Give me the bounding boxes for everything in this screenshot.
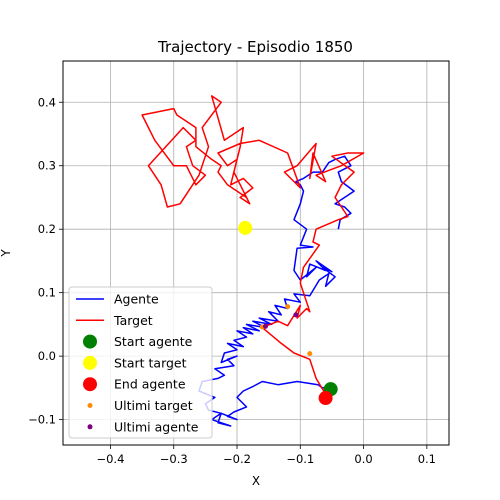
x-tick-label: 0.1 — [418, 452, 436, 466]
x-tick-label: −0.1 — [286, 452, 314, 466]
ultimi-target-point — [307, 351, 313, 357]
end-agente-marker — [318, 391, 333, 406]
ultimi-agente-point — [293, 312, 299, 318]
x-tick-label: −0.3 — [160, 452, 188, 466]
start-target-marker — [238, 220, 253, 235]
legend-end-agente-label: End agente — [114, 377, 186, 392]
plot-frame — [62, 60, 450, 446]
y-tick-label: 0.2 — [38, 222, 56, 236]
y-tick-label: 0.3 — [38, 159, 56, 173]
legend-ultimi-agente-swatch — [87, 424, 93, 430]
y-tick-label: 0.4 — [38, 95, 56, 109]
legend-box — [68, 286, 213, 439]
x-tick-label: −0.2 — [223, 452, 251, 466]
x-tick-label: −0.4 — [96, 452, 124, 466]
legend-ultimi-target-swatch — [87, 403, 93, 408]
y-axis-ticks: −0.1 0.0 0.1 0.2 0.3 0.4 — [28, 95, 63, 427]
ultimi-target-point — [285, 304, 291, 310]
legend-end-agente-swatch — [83, 377, 97, 392]
x-axis-ticks: −0.4 −0.3 −0.2 −0.1 0.0 0.1 — [96, 445, 436, 466]
legend-start-agente-label: Start agente — [114, 334, 193, 349]
y-tick-label: 0.0 — [38, 349, 56, 363]
grid-lines — [63, 61, 449, 445]
target-line — [141, 95, 365, 398]
series-layer — [141, 95, 365, 427]
y-axis-label: Y — [0, 249, 13, 258]
ultimi-agente-point — [262, 323, 268, 329]
y-tick-label: −0.1 — [28, 413, 56, 427]
x-axis-label: X — [252, 474, 260, 488]
legend-agente-label: Agente — [114, 292, 159, 307]
legend-ultimi-target-label: Ultimi target — [114, 398, 193, 413]
chart-title: Trajectory - Episodio 1850 — [157, 38, 353, 56]
legend-target-label: Target — [113, 313, 153, 328]
legend-start-target-swatch — [83, 355, 97, 370]
legend-start-agente-swatch — [83, 334, 97, 349]
legend-ultimi-agente-label: Ultimi agente — [114, 419, 199, 434]
legend: Agente Target Start agente Start target End … — [68, 286, 213, 439]
x-tick-label: 0.0 — [354, 452, 372, 466]
y-tick-label: 0.1 — [38, 286, 56, 300]
legend-start-target-label: Start target — [114, 355, 187, 370]
